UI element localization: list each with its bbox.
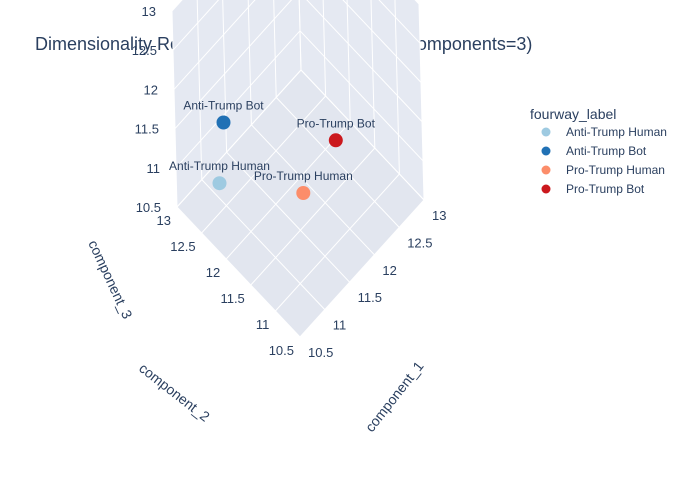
legend-label: Pro-Trump Bot: [566, 182, 645, 196]
x-tick-label: 11: [333, 318, 347, 333]
legend-item[interactable]: Pro-Trump Human: [541, 163, 665, 177]
y-tick-label: 12: [206, 265, 220, 280]
floor-gridline-x: [201, 179, 326, 310]
y-axis-title: component_2: [136, 360, 213, 425]
backright-gridline-y: [298, 0, 302, 71]
legend-item[interactable]: Pro-Trump Bot: [541, 182, 645, 196]
legend-item[interactable]: Anti-Trump Bot: [541, 144, 647, 158]
z-tick-label: 10.5: [136, 200, 161, 215]
data-point[interactable]: [296, 186, 311, 200]
y-tick-label: 12.5: [170, 239, 195, 254]
x-tick-label: 13: [432, 208, 446, 223]
z-tick-label: 13: [142, 4, 156, 19]
data-point[interactable]: [212, 176, 227, 191]
backright-gridline-z: [342, 0, 422, 83]
legend-label: Pro-Trump Human: [566, 163, 665, 177]
x-tick-label: 11.5: [358, 290, 382, 305]
z-axis-ticks: 10.5 11 11.5 12 12.5 13: [132, 4, 161, 215]
y-tick-label: 11: [256, 317, 270, 332]
floor-gridline-y: [201, 95, 326, 234]
floor-gridline-x: [176, 206, 301, 338]
z-tick-label: 11: [147, 161, 161, 176]
z-tick-label: 12.5: [132, 43, 157, 58]
backright-gridline-y: [394, 0, 400, 175]
point-label: Anti-Trump Bot: [183, 99, 264, 113]
floor-plane: [177, 70, 424, 337]
floor-gridline-x: [275, 97, 400, 228]
floor-gridline-x: [300, 69, 425, 201]
data-point[interactable]: [216, 115, 231, 130]
backleft-gridline-x: [247, 0, 252, 125]
backleft-gridline-x: [196, 0, 203, 180]
scene: Anti-Trump Human Anti-Trump Bot Pro-Trump …: [169, 0, 425, 338]
x-tick-label: 12: [382, 263, 396, 278]
legend-label: Anti-Trump Human: [566, 125, 667, 139]
legend-marker: [541, 127, 551, 137]
backleft-gridline-x: [171, 10, 178, 208]
legend-label: Anti-Trump Bot: [566, 144, 647, 158]
y-tick-label: 13: [157, 213, 171, 228]
z-axis-title: component_3: [85, 238, 135, 322]
z-tick-label: 11.5: [135, 122, 159, 137]
x-axis-title: component_1: [362, 358, 427, 435]
floor-gridline-x: [251, 124, 375, 256]
y-axis-ticks: 10.5 11 11.512 12.5 13: [157, 213, 294, 358]
y-tick-label: 11.5: [220, 291, 244, 306]
backright-gridline-z: [299, 30, 424, 162]
point-label: Pro-Trump Bot: [297, 116, 376, 130]
floor-gridline-y: [176, 69, 302, 208]
backright-gridline-z: [378, 0, 421, 44]
floor-gridline-y: [225, 121, 351, 260]
backleft-gridline-z: [173, 0, 256, 90]
backleft-gridline-x: [273, 0, 277, 98]
x-axis-ticks: 10.511 11.512 12.513: [308, 208, 446, 360]
backleft-gridline-z: [175, 30, 301, 169]
x-tick-label: 10.5: [308, 345, 333, 360]
backright-gridline-y: [418, 3, 425, 201]
floor-gridline-y: [250, 147, 376, 286]
legend-item[interactable]: Anti-Trump Human: [541, 125, 667, 139]
back-left-plane: [172, 0, 301, 207]
data-points: Anti-Trump Human Anti-Trump Bot Pro-Trump …: [169, 99, 376, 200]
legend-marker: [541, 165, 551, 175]
legend: fourway_label Anti-Trump Human Anti-Trump…: [530, 106, 667, 196]
point-label: Anti-Trump Human: [169, 159, 270, 173]
grid-lines: [171, 0, 425, 338]
floor-gridline-x: [226, 151, 350, 283]
back-right-plane: [299, 0, 424, 200]
z-tick-label: 12: [144, 82, 158, 97]
y-tick-label: 10.5: [269, 343, 294, 358]
x-tick-label: 12.5: [407, 235, 432, 250]
backright-gridline-y: [346, 0, 351, 123]
backleft-gridline-z: [172, 0, 220, 51]
point-label: Pro-Trump Human: [254, 169, 353, 183]
legend-title: fourway_label: [530, 106, 616, 122]
backright-gridline-z: [306, 0, 423, 122]
floor-gridline-y: [275, 173, 400, 312]
legend-marker: [541, 146, 551, 156]
backleft-gridline-z: [174, 0, 293, 129]
legend-marker: [541, 184, 551, 194]
data-point[interactable]: [328, 133, 343, 148]
backright-gridline-y: [322, 0, 327, 97]
backright-gridline-y: [370, 0, 376, 149]
floor-gridline-y: [299, 199, 425, 338]
